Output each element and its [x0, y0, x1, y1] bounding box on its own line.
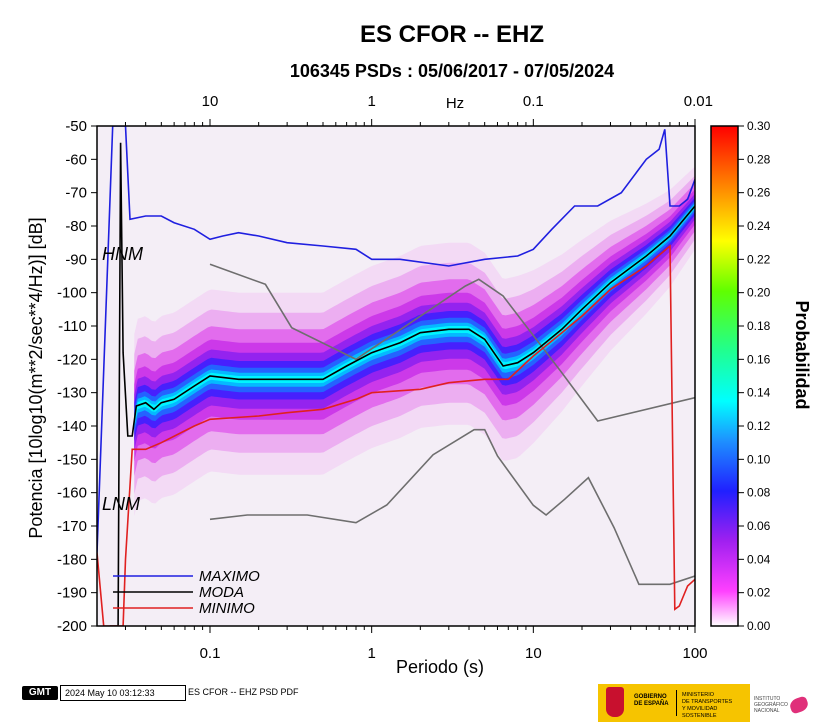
- y-tick-label: -110: [58, 318, 87, 335]
- top-axis-label: Hz: [446, 95, 464, 112]
- colorbar-tick-label: 0.28: [747, 152, 771, 166]
- gov-line2: DE ESPAÑA: [634, 701, 669, 707]
- colorbar-tick-label: 0.00: [747, 619, 771, 633]
- y-tick-label: -50: [65, 118, 87, 135]
- colorbar-tick-label: 0.18: [747, 319, 771, 333]
- colorbar-tick-label: 0.14: [747, 386, 771, 400]
- legend-label: MODA: [199, 584, 244, 601]
- colorbar-tick-label: 0.20: [747, 286, 771, 300]
- ministry-line3: Y MOVILIDAD SOSTENIBLE: [682, 706, 718, 719]
- noise-models: [209, 263, 695, 586]
- y-axis: -50 -60 -70 -80 -90 -100 -110 -120 -130 -140 -150 -…: [57, 118, 97, 635]
- colorbar: [710, 125, 739, 627]
- lnm-label: LNM: [102, 494, 140, 514]
- chart-subtitle: 106345 PSDs : 05/06/2017 - 07/05/2024: [290, 61, 614, 81]
- hnm-line: [209, 263, 695, 422]
- lnm-line: [209, 428, 695, 586]
- colorbar-tick-label: 0.26: [747, 186, 771, 200]
- x-axis-label: Periodo (s): [396, 657, 484, 677]
- chart-title: ES CFOR -- EHZ: [360, 21, 544, 48]
- legend-label: MAXIMO: [199, 568, 260, 585]
- colorbar-tick-label: 0.06: [747, 519, 771, 533]
- gov-line1: GOBIERNO: [634, 694, 667, 700]
- y-tick-label: -100: [57, 285, 87, 302]
- colorbar-tick-label: 0.04: [747, 552, 771, 566]
- top-tick-label: 10: [202, 93, 219, 110]
- plot-frame: [96, 125, 696, 627]
- y-tick-label: -170: [57, 518, 87, 535]
- y-tick-label: -120: [57, 351, 87, 368]
- y-tick-label: -180: [57, 551, 87, 568]
- top-tick-label: 0.01: [684, 93, 713, 110]
- colorbar-tick-label: 0.08: [747, 486, 771, 500]
- y-tick-label: -90: [65, 251, 87, 268]
- ministry-line1: MINISTERIO: [682, 692, 715, 698]
- x-axis: 0.1 1 10 100: [124, 122, 708, 662]
- x-tick-label: 1: [367, 645, 375, 662]
- colorbar-tick-label: 0.10: [747, 452, 771, 466]
- ign-line1: INSTITUTO: [754, 696, 781, 702]
- y-tick-label: -160: [57, 485, 87, 502]
- gmt-logo: GMT: [22, 686, 58, 700]
- colorbar-tick-label: 0.02: [747, 586, 771, 600]
- legend-label: MINIMO: [199, 600, 255, 617]
- colorbar-ticks: 0.00 0.02 0.04 0.06 0.08 0.10 0.12 0.14 0.16 0.18…: [738, 119, 771, 633]
- series-lines: [97, 126, 695, 626]
- y-tick-label: -190: [57, 585, 87, 602]
- ministry-line2: DE TRANSPORTES: [682, 699, 733, 705]
- series-minimo-line: [97, 244, 695, 626]
- y-tick-label: -200: [57, 618, 87, 635]
- colorbar-tick-label: 0.12: [747, 419, 771, 433]
- top-axis: 10 1 0.1 0.01: [202, 93, 713, 126]
- footer-caption: ES CFOR -- EHZ PSD PDF: [188, 687, 299, 697]
- top-tick-label: 0.1: [523, 93, 544, 110]
- timestamp-box: 2024 May 10 03:12:33: [60, 685, 186, 701]
- colorbar-tick-label: 0.24: [747, 219, 771, 233]
- y-tick-label: -140: [57, 418, 87, 435]
- hnm-label: HNM: [102, 244, 143, 264]
- x-tick-label: 10: [525, 645, 542, 662]
- colorbar-tick-label: 0.22: [747, 252, 771, 266]
- gov-banner: GOBIERNO DE ESPAÑA MINISTERIO DE TRANSPO…: [598, 684, 750, 722]
- series-moda-line: [109, 142, 695, 626]
- ign-line3: NACIONAL: [754, 708, 780, 714]
- y-tick-label: -60: [65, 151, 87, 168]
- top-tick-label: 1: [367, 93, 375, 110]
- colorbar-label: Probabilidad: [792, 300, 812, 409]
- y-tick-label: -130: [57, 385, 87, 402]
- x-tick-label: 100: [682, 645, 707, 662]
- y-tick-label: -80: [65, 218, 87, 235]
- y-tick-label: -70: [65, 185, 87, 202]
- coat-of-arms-icon: [606, 687, 624, 717]
- ign-line2: GEOGRÁFICO: [754, 702, 788, 708]
- y-axis-label: Potencia [10log10(m**2/sec**4/Hz)] [dB]: [26, 217, 46, 538]
- colorbar-tick-label: 0.30: [747, 119, 771, 133]
- y-tick-label: -150: [57, 451, 87, 468]
- x-tick-label: 0.1: [200, 645, 221, 662]
- colorbar-tick-label: 0.16: [747, 352, 771, 366]
- series-maximo-line: [97, 126, 695, 553]
